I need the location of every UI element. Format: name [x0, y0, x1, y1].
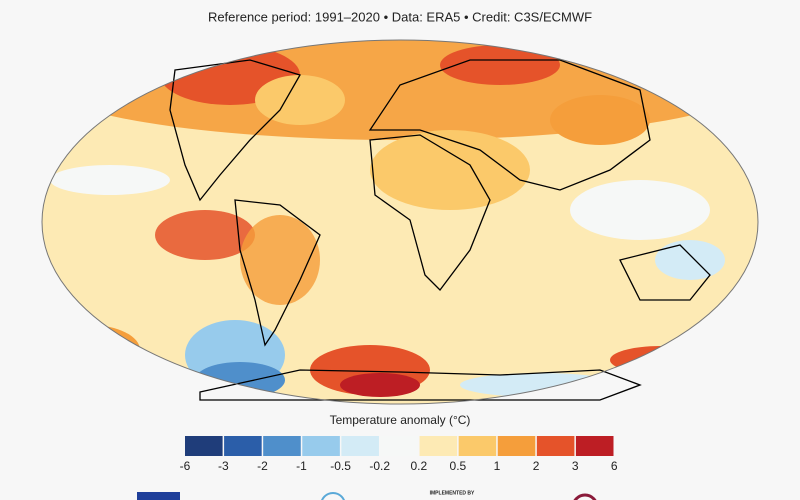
colorbar-swatch — [341, 436, 379, 456]
globe-outline — [41, 39, 759, 405]
colorbar-swatch — [263, 436, 301, 456]
coastlines — [169, 59, 711, 401]
colorbar-tick-label: 2 — [533, 459, 540, 473]
subtitle: Reference period: 1991–2020 • Data: ERA5… — [208, 9, 592, 24]
colorbar-tick-label: -6 — [180, 459, 191, 473]
colorbar-tick-label: 6 — [611, 459, 618, 473]
implemented-by: IMPLEMENTED BY — [430, 490, 475, 496]
colorbar-swatch — [419, 436, 458, 456]
eu-logo — [137, 492, 180, 500]
colorbar-swatch — [302, 436, 340, 456]
colorbar-swatch — [575, 436, 614, 456]
colorbar-swatch — [536, 436, 575, 456]
logo — [573, 493, 597, 500]
colorbar-label: Temperature anomaly (°C) — [330, 413, 471, 427]
colorbar-tick-label: -2 — [257, 459, 268, 473]
colorbar-swatch — [380, 436, 419, 456]
colorbar: -6 -3 -2 -1 -0.5 -0.2 0.2 0.5 1 2 3 6 — [180, 436, 618, 473]
colorbar-tick-label: -0.2 — [369, 459, 390, 473]
colorbar-tick-label: 3 — [572, 459, 579, 473]
colorbar-tick-label: 0.5 — [450, 459, 467, 473]
colorbar-tick-label: -1 — [296, 459, 307, 473]
colorbar-tick-label: -0.5 — [330, 459, 351, 473]
colorbar-swatch — [185, 436, 223, 456]
logo — [321, 492, 345, 500]
colorbar-tick-label: 0.2 — [410, 459, 427, 473]
colorbar-tick-label: -3 — [218, 459, 229, 473]
colorbar-swatch — [497, 436, 536, 456]
colorbar-swatch — [224, 436, 262, 456]
colorbar-swatch — [458, 436, 497, 456]
colorbar-tick-label: 1 — [494, 459, 501, 473]
